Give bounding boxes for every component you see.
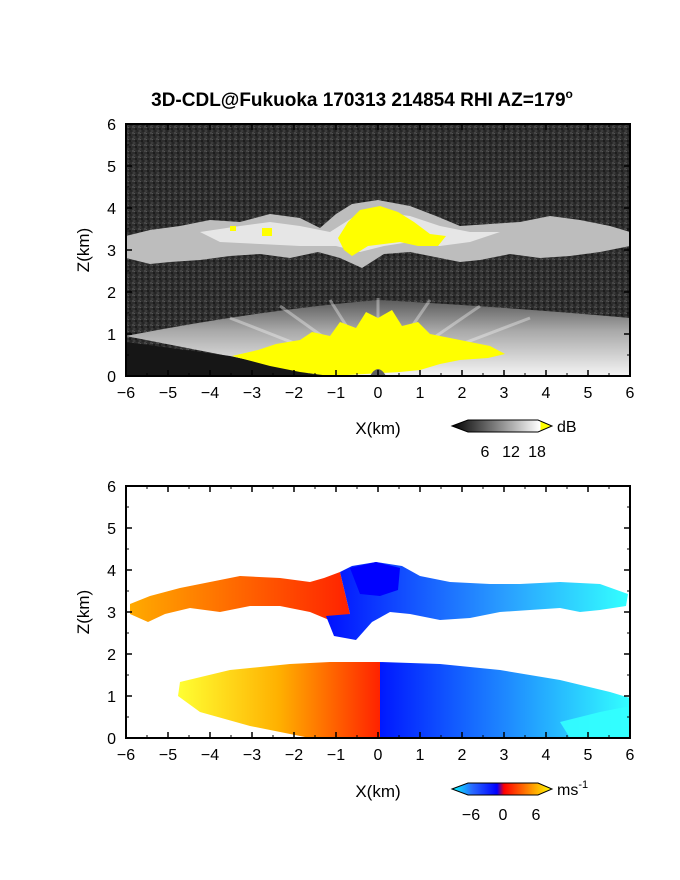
x-tick-label: 0 [374, 747, 383, 764]
x-tick-label: 4 [542, 385, 551, 402]
axes: −6 −5 −4 −3 −2 −1 0 1 2 3 4 5 6 0 1 2 3 4 5 6 [107, 117, 634, 402]
colorbar: dB 6 12 18 [450, 419, 577, 461]
boundary-layer-positive [380, 662, 630, 738]
y-axis-label: Z(km) [74, 590, 93, 634]
x-tick-label: 3 [500, 747, 509, 764]
title-superscript: o [566, 87, 573, 101]
x-axis-label: X(km) [355, 782, 400, 801]
x-tick-label: −1 [327, 747, 345, 764]
cloud-layer-positive [326, 562, 628, 640]
x-tick-label: 2 [458, 747, 467, 764]
x-tick-label: −4 [201, 747, 219, 764]
y-axis-label: Z(km) [74, 228, 93, 272]
x-tick-label: 2 [458, 385, 467, 402]
x-tick-label: 5 [584, 747, 593, 764]
saturated-surface [232, 310, 505, 376]
near-surface-cyan [560, 706, 630, 738]
colorbar-tick: 12 [502, 444, 520, 461]
y-tick-label: 3 [107, 243, 116, 260]
chart-title: 3D-CDL@Fukuoka 170313 214854 RHI AZ=179o [151, 87, 573, 111]
colorbar-label: dB [557, 419, 577, 436]
x-tick-label: −2 [285, 385, 303, 402]
x-tick-label: −4 [201, 385, 219, 402]
colorbar-label: ms-1 [557, 779, 588, 799]
x-tick-label: −6 [117, 747, 135, 764]
cloud-core-positive [350, 562, 400, 596]
colorbar-bar [450, 782, 554, 796]
cloud-layer-negative [130, 572, 350, 622]
y-tick-label: 6 [107, 117, 116, 134]
cloud-saturated-small [230, 226, 236, 231]
colorbar-tick: 6 [532, 807, 541, 824]
colorbar-tick: −6 [462, 807, 480, 824]
y-tick-label: 3 [107, 605, 116, 622]
colorbar: ms-1 −6 0 6 [450, 779, 588, 824]
x-tick-label: 3 [500, 385, 509, 402]
y-tick-label: 4 [107, 563, 116, 580]
x-tick-label: 6 [626, 747, 635, 764]
x-tick-label: 4 [542, 747, 551, 764]
x-tick-label: −5 [159, 385, 177, 402]
y-tick-label: 5 [107, 159, 116, 176]
y-tick-label: 2 [107, 285, 116, 302]
y-tick-label: 2 [107, 647, 116, 664]
velocity-panel: −6 −5 −4 −3 −2 −1 0 1 2 3 4 5 6 0 1 2 3 4 5 6 X(km) Z(km) m… [74, 479, 635, 824]
x-tick-label: 6 [626, 385, 635, 402]
y-tick-label: 4 [107, 201, 116, 218]
boundary-layer-negative [178, 662, 380, 738]
x-tick-label: −3 [243, 747, 261, 764]
y-tick-label: 0 [107, 369, 116, 386]
x-tick-label: 1 [416, 747, 425, 764]
colorbar-label-superscript: -1 [578, 779, 588, 791]
cloud-saturated-small [262, 228, 272, 236]
x-tick-label: 1 [416, 385, 425, 402]
x-tick-label: −3 [243, 385, 261, 402]
colorbar-tick: 18 [528, 444, 546, 461]
x-tick-label: −6 [117, 385, 135, 402]
cloud-saturated [338, 206, 446, 256]
colorbar-bar [450, 419, 554, 433]
y-tick-label: 6 [107, 479, 116, 496]
blocked-sector [126, 342, 320, 376]
x-tick-label: −1 [327, 385, 345, 402]
y-tick-label: 0 [107, 731, 116, 748]
x-tick-label: 5 [584, 385, 593, 402]
y-tick-label: 1 [107, 327, 116, 344]
colorbar-tick: 0 [499, 807, 508, 824]
y-tick-label: 1 [107, 689, 116, 706]
colorbar-tick: 6 [481, 444, 490, 461]
x-tick-label: −2 [285, 747, 303, 764]
y-tick-label: 5 [107, 521, 116, 538]
x-tick-label: 0 [374, 385, 383, 402]
x-tick-label: −5 [159, 747, 177, 764]
x-axis-label: X(km) [355, 419, 400, 438]
axes: −6 −5 −4 −3 −2 −1 0 1 2 3 4 5 6 0 1 2 3 4 5 6 [107, 479, 634, 764]
